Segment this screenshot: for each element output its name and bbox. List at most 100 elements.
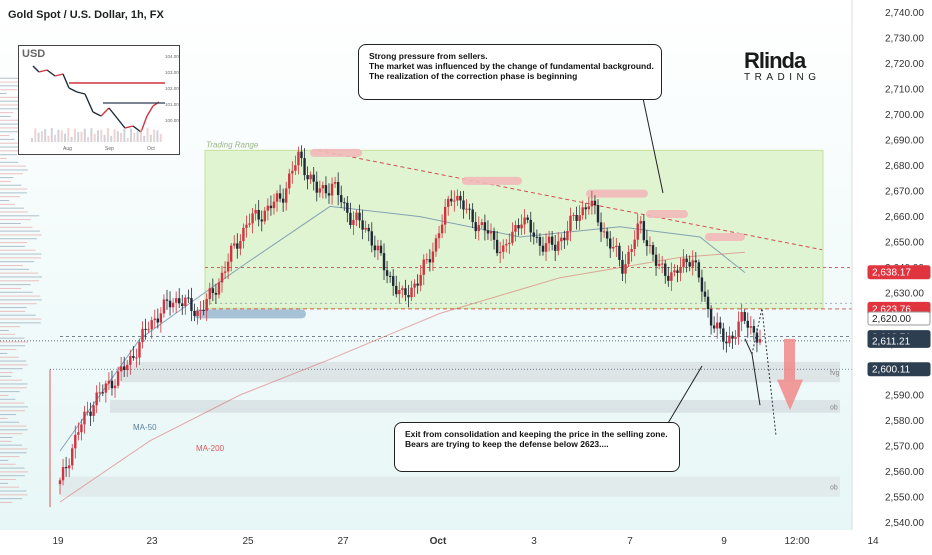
volume-profile-bar [0, 375, 12, 377]
candle-body [416, 283, 419, 286]
resistance-pill-2 [586, 189, 648, 198]
candle-body [660, 263, 664, 265]
candle-body [700, 277, 704, 292]
candle-body [468, 208, 471, 210]
candle-body [618, 245, 621, 260]
volume-profile-bar [0, 81, 28, 83]
volume-profile-bar [0, 272, 39, 274]
candle-body [181, 303, 184, 307]
volume-profile-bar [0, 310, 26, 312]
candle-body [474, 222, 477, 232]
volume-profile-bar [0, 391, 20, 393]
candle-body [712, 325, 716, 329]
inset-price-segment [38, 69, 48, 73]
y-tick-label: 2,670.00 [885, 187, 924, 198]
volume-profile-bar [0, 161, 19, 163]
volume-profile-bar [0, 169, 28, 171]
usd-inset-chart: USD 104.00 103.00 102.00 101.00 100.00 Aug Sep… [18, 45, 180, 155]
candle-body [639, 221, 642, 224]
candle-body [633, 239, 636, 250]
candle-body [171, 302, 175, 308]
candle-body [275, 193, 279, 202]
candle-body [327, 193, 331, 196]
volume-profile-bar [0, 219, 31, 221]
candle-body [336, 181, 340, 196]
candle-body [263, 210, 267, 222]
volume-profile-bar [0, 200, 10, 202]
candle-body [254, 209, 257, 214]
candle-body [459, 195, 462, 201]
inset-volume-bar [130, 128, 132, 142]
candle-body [557, 241, 560, 251]
logo-main: Rlinda [744, 48, 806, 73]
candle-body [535, 236, 539, 238]
inset-price-segment [132, 125, 142, 133]
inset-plot: 104.00 103.00 102.00 101.00 100.00 Aug Sep Oct [31, 54, 179, 152]
candle-body [113, 385, 117, 389]
candle-body [541, 245, 545, 252]
candle-body [288, 173, 291, 189]
candle-body [609, 238, 612, 249]
volume-profile-bar [0, 245, 26, 247]
candle-body [141, 328, 144, 343]
candle-body [303, 158, 306, 176]
candle-body [71, 448, 74, 466]
candle-body [260, 219, 263, 222]
candle-body [502, 245, 505, 252]
volume-profile-bar [0, 467, 25, 469]
inset-volume-bar [34, 128, 37, 142]
candle-body [385, 270, 389, 276]
candle-body [450, 198, 453, 202]
candle-body [437, 233, 441, 239]
inset-volume-bar [31, 138, 33, 142]
candle-body [404, 288, 407, 296]
volume-profile-bar [0, 184, 22, 186]
candle-body [110, 380, 114, 389]
volume-profile-bar [0, 150, 26, 152]
volume-profile-bar [0, 444, 23, 446]
candle-body [101, 392, 104, 394]
inset-volume-bar [139, 129, 142, 142]
candle-body [495, 239, 499, 254]
volume-profile-bar [0, 490, 27, 492]
candle-body [422, 259, 425, 275]
candle-body [208, 288, 211, 300]
candle-body [333, 181, 337, 184]
volume-profile-bar [0, 215, 40, 217]
volume-profile-bar [0, 433, 23, 435]
volume-profile-bar [0, 341, 28, 343]
candle-body [318, 188, 322, 193]
volume-profile-bar [0, 421, 19, 423]
candle-body [226, 261, 230, 272]
callout-top-line-1: Strong pressure from sellers. [369, 51, 488, 61]
y-tick-label: 2,740.00 [885, 8, 924, 19]
candle-body [126, 364, 129, 370]
inset-price-segment [46, 69, 56, 77]
y-tick-label: 2,560.00 [885, 467, 924, 478]
candle-body [315, 181, 318, 193]
candle-body [587, 206, 591, 210]
volume-profile-bar [0, 249, 36, 251]
volume-profile-bar [0, 452, 27, 454]
inset-price-segment [116, 117, 126, 129]
volume-profile-bar [0, 165, 27, 167]
volume-profile-bar [0, 203, 15, 205]
candle-body [657, 263, 661, 266]
candle-body [324, 185, 328, 194]
volume-profile-bar [0, 486, 20, 488]
time-axis-bg [0, 530, 932, 550]
candle-body [676, 270, 679, 273]
volume-profile-bar [0, 287, 22, 289]
inset-x-tick: Oct [147, 146, 155, 152]
volume-profile-bar [0, 265, 23, 266]
logo-mark [744, 48, 824, 88]
candle-body [746, 320, 749, 328]
volume-profile-bar [0, 280, 40, 282]
volume-profile-bar [0, 436, 13, 438]
inset-volume-bar [143, 135, 146, 142]
inset-volume-bar [54, 134, 57, 142]
price-tag-5 [867, 362, 931, 377]
y-tick-label: 2,630.00 [885, 289, 924, 300]
candle-body [627, 251, 630, 265]
